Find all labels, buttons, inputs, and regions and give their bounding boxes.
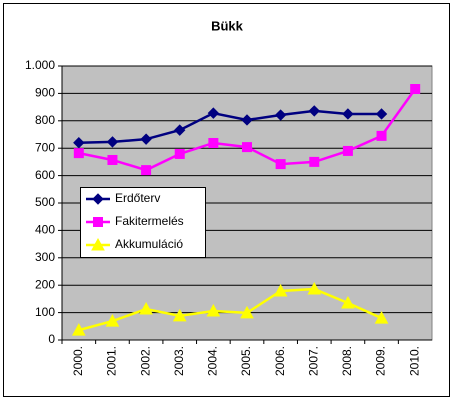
marker <box>240 305 254 319</box>
x-tick-label: 2008. <box>340 346 354 376</box>
x-tick-label: 2001. <box>105 346 119 376</box>
marker <box>308 105 320 117</box>
marker <box>342 145 353 156</box>
marker <box>139 301 153 315</box>
x-tick-label: 2007. <box>306 346 320 376</box>
y-tick-label: 900 <box>35 86 55 100</box>
x-tick-label: 2006. <box>273 346 287 376</box>
marker <box>107 154 118 165</box>
y-tick-label: 700 <box>35 140 55 154</box>
x-tick-label: 2010. <box>407 346 421 376</box>
marker <box>105 314 120 327</box>
x-tick-label: 2000. <box>71 346 85 376</box>
marker <box>174 124 186 136</box>
y-tick-label: 100 <box>35 305 55 319</box>
marker <box>207 107 220 119</box>
legend-label: Fakitermelés <box>115 214 184 228</box>
y-tick-label: 400 <box>35 223 55 237</box>
y-tick-label: 200 <box>35 277 55 291</box>
marker <box>206 303 221 317</box>
marker <box>307 281 322 295</box>
x-tick-label: 2003. <box>172 346 186 376</box>
series-line <box>78 287 383 332</box>
marker <box>374 311 389 324</box>
marker <box>71 323 86 336</box>
marker <box>140 133 152 145</box>
legend-marker <box>93 217 103 227</box>
marker <box>208 137 219 148</box>
marker <box>376 130 387 141</box>
marker <box>242 142 252 153</box>
legend-label: Akkumuláció <box>115 237 183 251</box>
marker <box>73 148 84 159</box>
x-tick-label: 2005. <box>239 346 253 376</box>
y-tick-label: 1.000 <box>25 58 55 72</box>
y-tick-label: 600 <box>35 168 55 182</box>
marker <box>275 159 286 170</box>
chart-title: Bükk <box>211 18 244 33</box>
y-tick-label: 800 <box>35 113 55 127</box>
marker <box>375 108 388 120</box>
legend-marker <box>92 193 104 205</box>
marker <box>174 148 185 159</box>
series-line <box>78 109 382 144</box>
marker <box>172 308 187 322</box>
marker <box>141 165 152 176</box>
marker <box>341 295 355 309</box>
marker <box>342 108 354 120</box>
marker <box>106 136 119 148</box>
marker <box>309 156 320 167</box>
y-tick-label: 300 <box>35 250 55 264</box>
x-tick-label: 2002. <box>138 346 152 376</box>
legend-label: Erdőterv <box>115 191 160 205</box>
y-tick-label: 0 <box>48 332 55 346</box>
marker <box>410 84 421 95</box>
marker <box>241 114 253 126</box>
legend-marker <box>91 237 105 251</box>
x-tick-label: 2004. <box>206 346 220 376</box>
marker <box>73 137 85 149</box>
marker <box>273 283 288 297</box>
marker <box>274 109 287 121</box>
x-tick-label: 2009. <box>374 346 388 376</box>
y-tick-label: 500 <box>35 195 55 209</box>
